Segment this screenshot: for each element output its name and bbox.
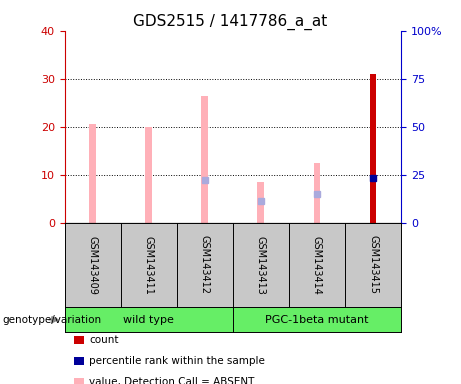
Text: value, Detection Call = ABSENT: value, Detection Call = ABSENT	[89, 377, 255, 384]
Text: GSM143414: GSM143414	[312, 235, 322, 295]
Text: GDS2515 / 1417786_a_at: GDS2515 / 1417786_a_at	[133, 13, 328, 30]
Bar	[145, 127, 152, 223]
Bar	[370, 74, 376, 223]
Bar	[258, 182, 264, 223]
Text: GSM143413: GSM143413	[256, 235, 266, 295]
Bar	[201, 96, 208, 223]
Text: genotype/variation: genotype/variation	[2, 314, 101, 325]
Bar	[313, 163, 320, 223]
Text: GSM143415: GSM143415	[368, 235, 378, 295]
Bar	[89, 124, 96, 223]
Text: count: count	[89, 335, 119, 345]
Text: GSM143412: GSM143412	[200, 235, 210, 295]
Text: wild type: wild type	[123, 314, 174, 325]
Text: GSM143409: GSM143409	[88, 235, 98, 295]
Text: GSM143411: GSM143411	[144, 235, 154, 295]
Text: percentile rank within the sample: percentile rank within the sample	[89, 356, 266, 366]
Text: PGC-1beta mutant: PGC-1beta mutant	[265, 314, 369, 325]
